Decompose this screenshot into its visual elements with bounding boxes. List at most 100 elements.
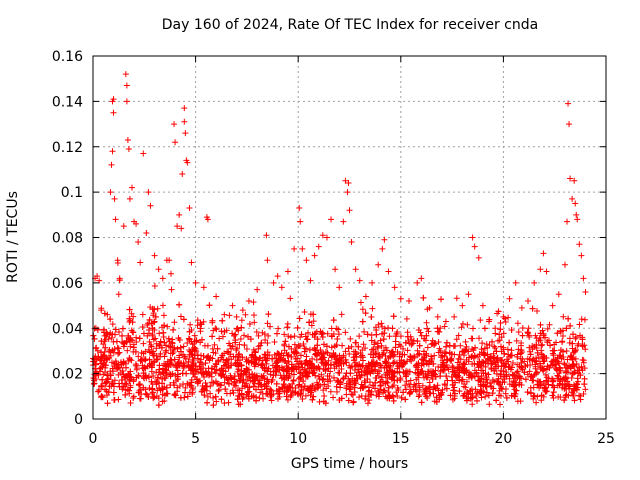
data-point [557, 367, 564, 374]
data-point [539, 327, 546, 334]
data-point [328, 354, 335, 361]
data-point [102, 380, 109, 387]
data-point [574, 384, 581, 391]
data-point [320, 398, 327, 405]
data-point [243, 365, 250, 372]
data-point-21 [124, 136, 131, 143]
data-point [237, 401, 244, 408]
data-point [568, 374, 575, 381]
data-point [377, 386, 384, 393]
data-point [124, 347, 131, 354]
data-point [303, 353, 310, 360]
data-point-118 [537, 266, 544, 273]
data-point [176, 352, 183, 359]
data-point [174, 345, 181, 352]
data-point [238, 324, 245, 331]
data-point [540, 330, 547, 337]
data-point-0 [91, 377, 98, 384]
data-point-57 [229, 302, 236, 309]
data-point [285, 343, 292, 350]
data-point [400, 369, 407, 376]
data-point [557, 376, 564, 383]
data-point [383, 364, 390, 371]
data-point [255, 361, 262, 368]
data-point [543, 355, 550, 362]
data-point [400, 359, 407, 366]
data-point [487, 360, 494, 367]
data-point [108, 334, 115, 341]
data-point-93 [381, 236, 388, 243]
data-point [140, 384, 147, 391]
data-point [262, 337, 269, 344]
data-point-19 [123, 82, 130, 89]
data-point [475, 364, 482, 371]
data-point [434, 382, 441, 389]
data-point [525, 325, 532, 332]
data-point [337, 381, 344, 388]
data-point [109, 331, 116, 338]
data-point [375, 353, 382, 360]
data-point [438, 392, 445, 399]
data-point [570, 331, 577, 338]
data-point [462, 338, 469, 345]
data-point [449, 368, 456, 375]
data-point [188, 351, 195, 358]
data-point [139, 323, 146, 330]
data-point [336, 397, 343, 404]
data-point [359, 346, 366, 353]
data-point [316, 376, 323, 383]
data-point [373, 392, 380, 399]
data-point [110, 389, 117, 396]
data-point-126 [566, 121, 573, 128]
data-point [287, 334, 294, 341]
data-point [456, 351, 463, 358]
data-point [184, 339, 191, 346]
data-point-18 [122, 71, 129, 78]
data-point [402, 396, 409, 403]
data-point [428, 353, 435, 360]
data-point [495, 392, 502, 399]
data-point-136 [582, 288, 589, 295]
data-point [397, 376, 404, 383]
data-point [458, 324, 465, 331]
data-point [506, 339, 513, 346]
data-point [469, 401, 476, 408]
data-point [392, 338, 399, 345]
data-point-73 [307, 277, 314, 284]
data-point [274, 363, 281, 370]
data-point [161, 339, 168, 346]
data-point [372, 379, 379, 386]
data-point [209, 333, 216, 340]
data-point [440, 359, 447, 366]
data-point [438, 296, 445, 303]
data-point [128, 310, 135, 317]
data-point-79 [332, 266, 339, 273]
data-point [528, 390, 535, 397]
data-point [144, 332, 151, 339]
data-point [251, 319, 258, 326]
data-point [469, 353, 476, 360]
data-point [318, 371, 325, 378]
data-point-46 [182, 130, 189, 137]
data-point [571, 397, 578, 404]
data-point [541, 358, 548, 365]
data-point [443, 343, 450, 350]
data-point-6 [104, 311, 111, 318]
data-point [301, 309, 308, 316]
data-point-59 [239, 307, 246, 314]
data-point [380, 349, 387, 356]
data-point [478, 346, 485, 353]
data-point [146, 327, 153, 334]
data-point [354, 375, 361, 382]
data-point [554, 372, 561, 379]
data-point [95, 353, 102, 360]
data-point [130, 329, 137, 336]
data-point [342, 348, 349, 355]
data-point [499, 379, 506, 386]
data-point [517, 355, 524, 362]
data-point [251, 360, 258, 367]
data-point [95, 372, 102, 379]
data-point [264, 368, 271, 375]
data-point [160, 329, 167, 336]
data-point [234, 325, 241, 332]
